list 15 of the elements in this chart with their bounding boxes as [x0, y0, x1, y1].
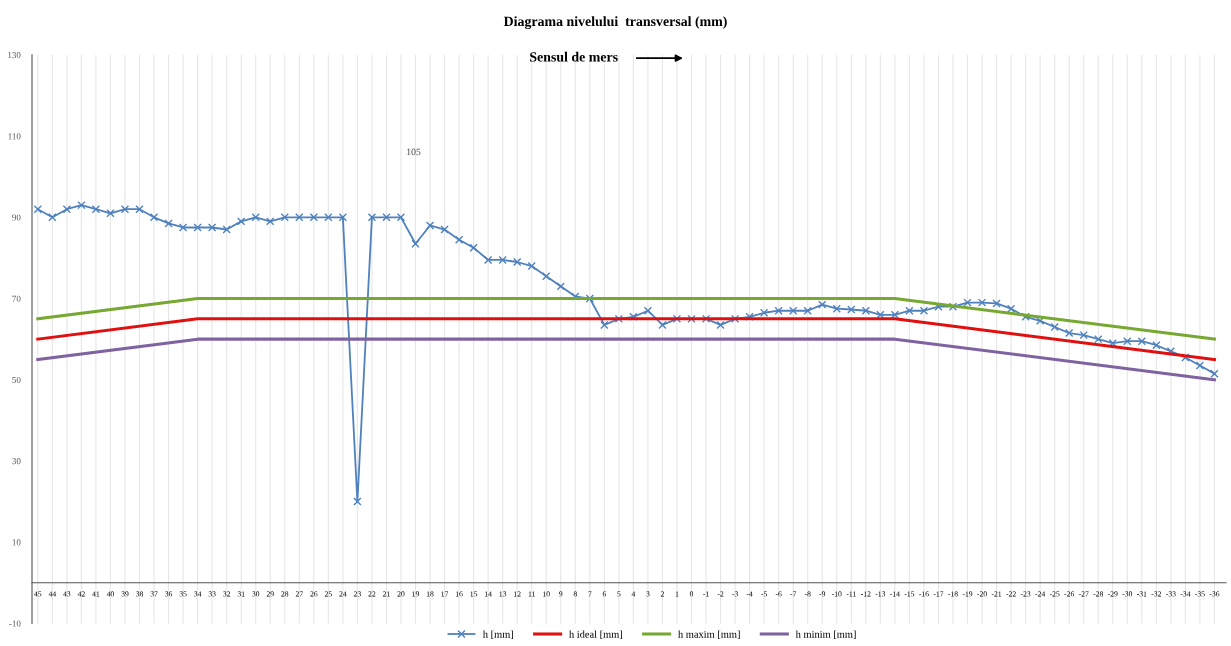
legend-label: h minim [mm] [795, 630, 856, 640]
annotation: 105 [407, 148, 421, 156]
y-tick-label: 130 [8, 52, 21, 59]
y-tick-label: 50 [12, 376, 21, 383]
y-tick-label: -10 [9, 620, 21, 627]
y-tick-label: 10 [12, 539, 21, 546]
legend-label: h maxim [mm] [678, 630, 740, 640]
chart-title: Diagrama nivelului transversal (mm) [503, 16, 727, 29]
chart-subtitle: Sensul de mers [530, 51, 618, 62]
y-tick-label: 70 [12, 295, 21, 302]
y-tick-label: 110 [8, 133, 21, 140]
legend-label: h [mm] [482, 630, 513, 640]
y-tick-label: 30 [12, 458, 21, 465]
legend-label: h ideal [mm] [569, 630, 622, 640]
y-tick-label: 90 [12, 214, 21, 221]
